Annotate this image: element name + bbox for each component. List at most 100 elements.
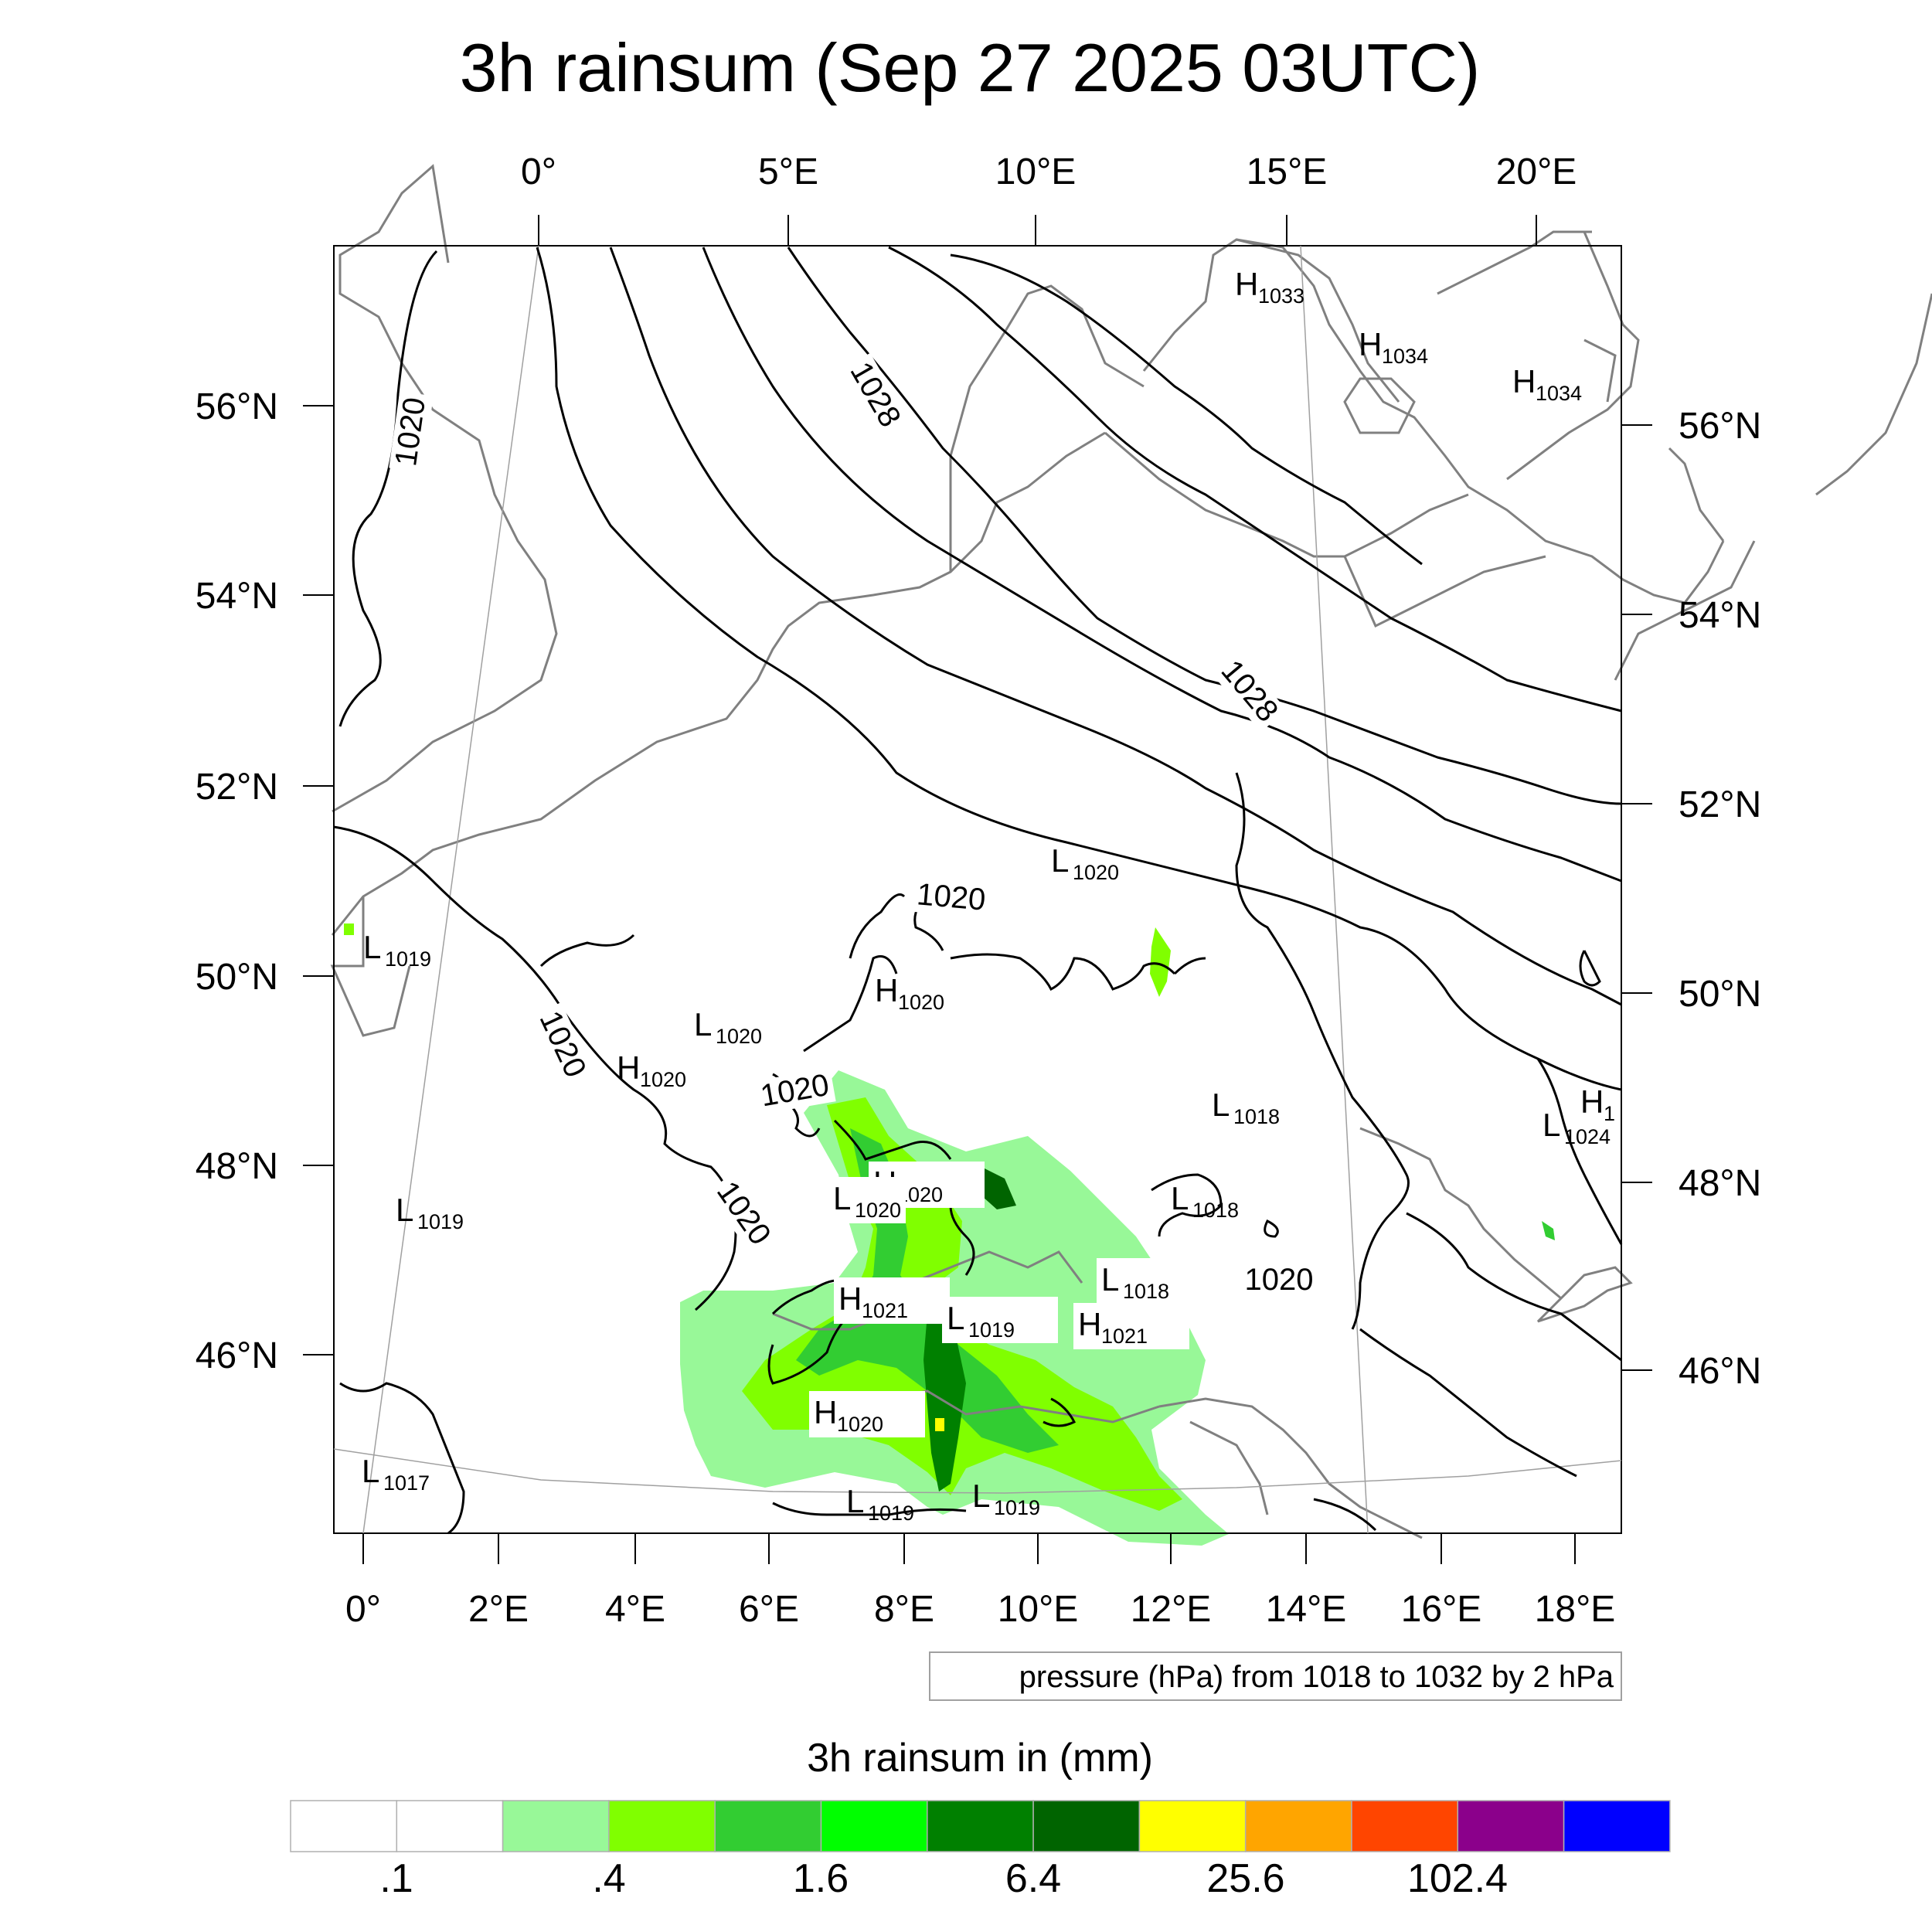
svg-text:1019: 1019 — [994, 1496, 1040, 1519]
colorbar-box — [1244, 1800, 1352, 1852]
svg-text:L: L — [363, 929, 381, 965]
rain-shading — [344, 923, 1555, 1546]
svg-text:H: H — [875, 972, 898, 1009]
svg-text:L: L — [833, 1180, 851, 1216]
lon-label: 5°E — [758, 151, 818, 192]
svg-text:H: H — [838, 1281, 862, 1317]
colorbar-box — [1457, 1800, 1565, 1852]
pressure-center: L 1018 — [1212, 1087, 1280, 1128]
colorbar-box — [820, 1800, 928, 1852]
pressure-center: L 1018 — [1171, 1180, 1239, 1222]
svg-text:L: L — [1171, 1180, 1189, 1216]
lon-label: 4°E — [605, 1589, 665, 1630]
colorbar-box — [1138, 1800, 1247, 1852]
colorbar — [290, 1800, 1671, 1852]
contour-label-1020-center: 1020 — [910, 877, 992, 919]
svg-text:L: L — [846, 1483, 864, 1519]
svg-text:1020: 1020 — [389, 396, 432, 468]
svg-text:1020: 1020 — [1073, 861, 1119, 884]
pressure-center: L 1019 — [972, 1478, 1040, 1519]
svg-text:H: H — [1580, 1083, 1604, 1120]
lat-label: 52°N — [1679, 784, 1761, 825]
svg-text:1018: 1018 — [1192, 1199, 1239, 1222]
right-lat-labels: 56°N 54°N 52°N 50°N 48°N 46°N — [1679, 406, 1761, 1392]
colorbar-label: .1 — [379, 1856, 413, 1901]
lon-label: 18°E — [1535, 1589, 1616, 1630]
contour-note-box: pressure (hPa) from 1018 to 1032 by 2 hP… — [929, 1651, 1622, 1701]
bottom-lon-labels: 0° 2°E 4°E 6°E 8°E 10°E 12°E 14°E 16°E 1… — [345, 1589, 1615, 1630]
map-title: 3h rainsum (Sep 27 2025 03UTC) — [460, 29, 1481, 106]
svg-text:1021: 1021 — [862, 1299, 908, 1322]
lon-label: 0° — [345, 1589, 381, 1630]
pressure-center: L 1019 — [846, 1483, 914, 1525]
svg-text:1019: 1019 — [385, 947, 431, 971]
svg-text:H: H — [1359, 326, 1382, 362]
colorbar-box — [608, 1800, 716, 1852]
svg-text:L: L — [1212, 1087, 1230, 1123]
rain-extreme-cell — [935, 1418, 944, 1431]
pressure-center: H 1021 — [834, 1277, 950, 1324]
colorbar-box — [714, 1800, 822, 1852]
colorbar-box — [1032, 1800, 1141, 1852]
svg-text:1019: 1019 — [968, 1318, 1015, 1342]
lon-label: 2°E — [468, 1589, 529, 1630]
lon-label: 10°E — [998, 1589, 1079, 1630]
pressure-center: H 1033 — [1235, 266, 1304, 308]
lat-label: 48°N — [1679, 1163, 1761, 1204]
lat-label: 50°N — [1679, 974, 1761, 1015]
pressure-center: H 1021 — [1073, 1303, 1189, 1349]
colorbar-box — [290, 1800, 398, 1852]
contour-label-1020-north: 1020 — [389, 391, 434, 473]
lat-label: 54°N — [1679, 595, 1761, 636]
contour-label-1020-south: 1020 — [706, 1172, 780, 1255]
svg-text:1020: 1020 — [716, 1025, 762, 1048]
pressure-centers: H 1033 H 1034 H 1034 L 1020 L 1019 H 1020 L 102… — [362, 266, 1615, 1525]
lon-label: 0° — [521, 151, 556, 192]
colorbar-label: .4 — [592, 1856, 625, 1901]
lon-label: 12°E — [1131, 1589, 1212, 1630]
lon-label: 20°E — [1496, 151, 1577, 192]
lon-label: 6°E — [739, 1589, 799, 1630]
rain-east-cell — [1542, 1221, 1555, 1240]
contour-label-1020-east: 1020 — [1240, 1263, 1318, 1298]
contour-label-1020-west: 1020 — [530, 1002, 594, 1087]
colorbar-box — [1351, 1800, 1459, 1852]
pressure-center: L 1020 — [694, 1006, 762, 1048]
pressure-center: H 1034 — [1359, 326, 1428, 368]
svg-text:1020: 1020 — [532, 1006, 592, 1083]
lat-label: 56°N — [196, 386, 278, 427]
top-lon-labels: 0° 5°E 10°E 15°E 20°E — [521, 151, 1577, 192]
colorbar-label: 6.4 — [1005, 1856, 1061, 1901]
pressure-center: L 1019 — [396, 1192, 464, 1233]
pressure-center: H 1034 — [1512, 363, 1582, 405]
lat-label: 48°N — [196, 1146, 278, 1187]
svg-text:H: H — [1235, 266, 1258, 302]
svg-text:1028: 1028 — [843, 356, 907, 433]
colorbar-label: 102.4 — [1407, 1856, 1508, 1901]
svg-text:H: H — [617, 1049, 640, 1086]
colorbar-labels: .1 .4 1.6 6.4 25.6 102.4 — [379, 1856, 1508, 1901]
pressure-center: L 1017 — [362, 1453, 430, 1495]
colorbar-box — [502, 1800, 610, 1852]
svg-text:1020: 1020 — [1245, 1263, 1314, 1297]
svg-text:1034: 1034 — [1536, 382, 1582, 405]
lat-label: 46°N — [1679, 1351, 1761, 1392]
svg-text:H: H — [1078, 1306, 1101, 1342]
svg-text:H: H — [814, 1394, 837, 1430]
contour-note: pressure (hPa) from 1018 to 1032 by 2 hP… — [1019, 1660, 1614, 1694]
colorbar-title: 3h rainsum in (mm) — [807, 1736, 1153, 1781]
pressure-center: L 1019 — [942, 1297, 1058, 1343]
svg-text:1020: 1020 — [640, 1068, 686, 1091]
contour-label-1028-north: 1028 — [840, 352, 909, 437]
svg-text:L: L — [1051, 842, 1069, 879]
svg-text:1034: 1034 — [1382, 345, 1428, 368]
svg-text:L: L — [694, 1006, 712, 1043]
lon-label: 16°E — [1401, 1589, 1482, 1630]
left-lat-labels: 56°N 54°N 52°N 50°N 48°N 46°N — [196, 386, 278, 1376]
pressure-center: L 1020 — [828, 1177, 906, 1223]
svg-text:1020: 1020 — [837, 1413, 883, 1436]
